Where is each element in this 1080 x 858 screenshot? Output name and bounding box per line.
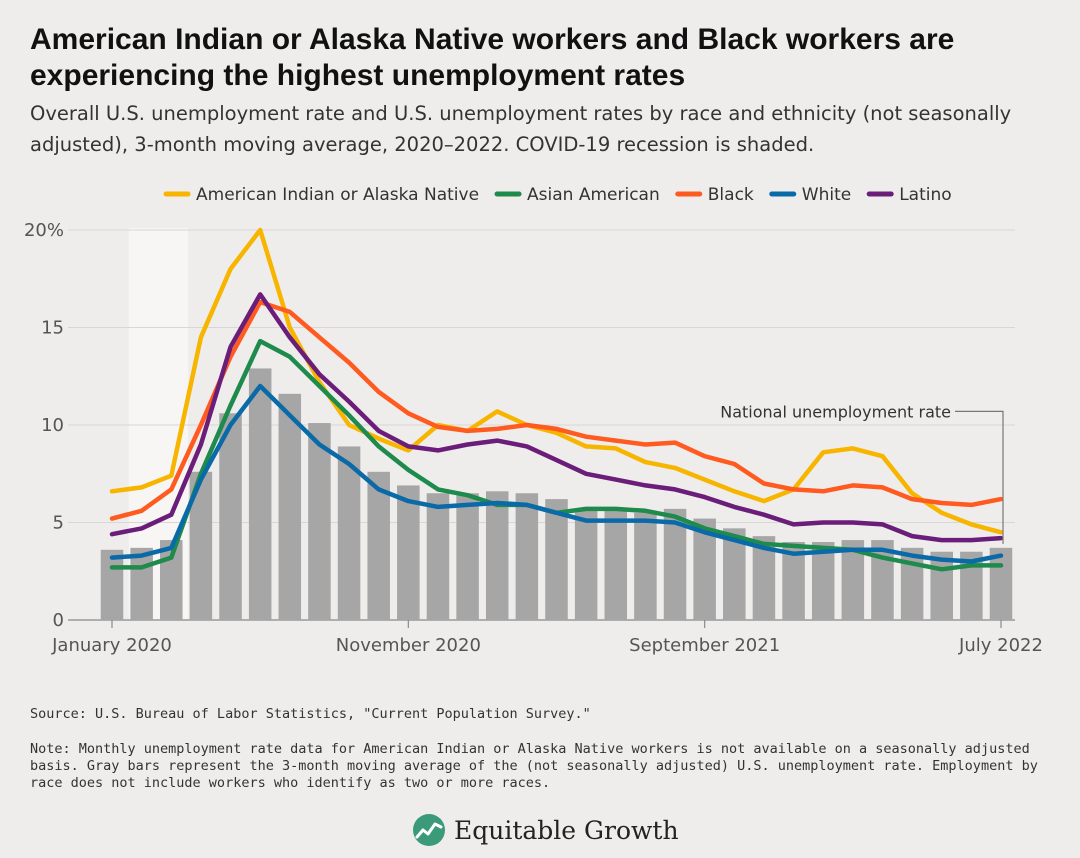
series-lines xyxy=(109,227,1004,572)
x-tick-label: November 2020 xyxy=(336,635,481,656)
bar-national-rate xyxy=(841,540,865,620)
y-tick-label: 15 xyxy=(41,318,64,339)
chart-legend: American Indian or Alaska Native Asian Am… xyxy=(163,185,952,205)
bar-national-rate xyxy=(811,542,835,620)
bar-national-rate xyxy=(426,493,450,620)
bar-national-rate xyxy=(456,493,479,620)
bar-national-rate xyxy=(663,508,687,620)
bar-national-rate xyxy=(189,471,213,620)
x-tick-label: July 2022 xyxy=(958,635,1043,656)
brand-name: Equitable Growth xyxy=(454,815,679,845)
equitable-growth-logo-icon xyxy=(413,814,445,846)
bar-national-rate xyxy=(397,485,420,620)
bar-national-rate xyxy=(337,446,361,620)
bar-national-rate xyxy=(960,551,983,620)
brand-logo: Equitable Growth xyxy=(412,812,679,848)
bar-national-rate xyxy=(248,368,272,620)
bar-national-rate xyxy=(278,393,302,620)
bar-national-rate xyxy=(574,510,598,620)
bar-national-rate xyxy=(100,549,124,620)
series-line-2 xyxy=(109,299,1004,521)
bar-national-rate xyxy=(693,518,716,620)
axes: 0 5 10 15 20% January 2020 November 2020 Septem… xyxy=(24,220,1043,656)
bar-national-rate xyxy=(130,547,153,620)
y-tick-label: 10 xyxy=(41,415,64,436)
legend-label: Asian American xyxy=(527,185,660,205)
legend-label: Black xyxy=(708,185,754,205)
x-tick-label: January 2020 xyxy=(51,635,172,656)
bar-national-rate xyxy=(545,499,568,620)
y-tick-label: 20% xyxy=(24,220,64,241)
legend-label: Latino xyxy=(899,185,951,205)
methodology-note: Note: Monthly unemployment rate data for… xyxy=(30,741,1038,791)
legend-label: American Indian or Alaska Native xyxy=(196,185,479,205)
bar-national-rate xyxy=(219,413,242,620)
bar-national-rate xyxy=(308,423,331,620)
bar-national-rate xyxy=(752,536,776,620)
bar-national-rate xyxy=(367,471,390,620)
bar-national-rate xyxy=(782,542,805,620)
chart-title: American Indian or Alaska Native workers… xyxy=(30,23,955,92)
y-tick-label: 5 xyxy=(53,513,64,534)
series-line-3 xyxy=(109,383,1004,564)
bar-national-rate xyxy=(723,528,746,620)
annotation-leader xyxy=(955,410,1004,544)
bar-national-rate xyxy=(515,493,539,620)
bar-national-rate xyxy=(485,491,509,620)
chart-subtitle: Overall U.S. unemployment rate and U.S. … xyxy=(30,102,1012,156)
source-note: Source: U.S. Bureau of Labor Statistics,… xyxy=(30,706,591,722)
unemployment-chart: American Indian or Alaska Native Asian Am… xyxy=(24,185,1043,656)
bar-national-rate xyxy=(604,510,628,620)
annotation-layer: National unemployment rate xyxy=(720,402,1004,544)
annotation-label: National unemployment rate xyxy=(720,402,951,421)
bar-national-rate xyxy=(634,512,657,620)
x-tick-label: September 2021 xyxy=(629,635,780,656)
series-line-4 xyxy=(109,292,1004,543)
series-line-0 xyxy=(109,227,1004,535)
legend-label: White xyxy=(802,185,851,205)
y-tick-label: 0 xyxy=(53,610,64,631)
